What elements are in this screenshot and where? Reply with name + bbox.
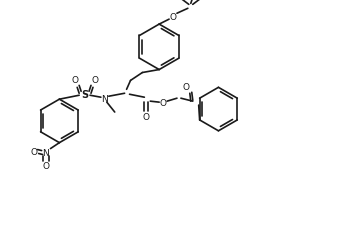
Text: O: O [42,161,49,170]
Text: O: O [92,76,99,85]
Text: N: N [42,148,49,157]
Text: S: S [82,90,88,100]
Text: O: O [30,147,37,156]
Text: O: O [183,82,189,91]
Text: O: O [143,113,150,122]
Text: O: O [72,76,79,85]
Text: O: O [160,98,167,107]
Text: O: O [169,13,177,22]
Text: N: N [101,94,108,103]
